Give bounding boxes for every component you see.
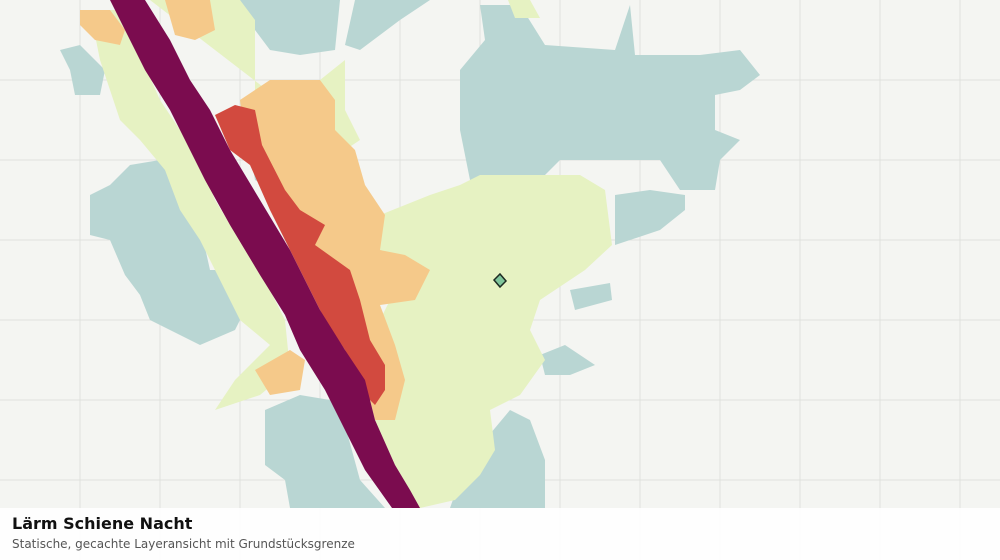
parcel-marker[interactable]: [492, 272, 508, 289]
map-subtitle: Statische, gecachte Layeransicht mit Gru…: [12, 537, 355, 551]
info-panel: [0, 508, 1000, 560]
map-title: Lärm Schiene Nacht: [12, 514, 193, 533]
noise-layer: [60, 0, 760, 508]
